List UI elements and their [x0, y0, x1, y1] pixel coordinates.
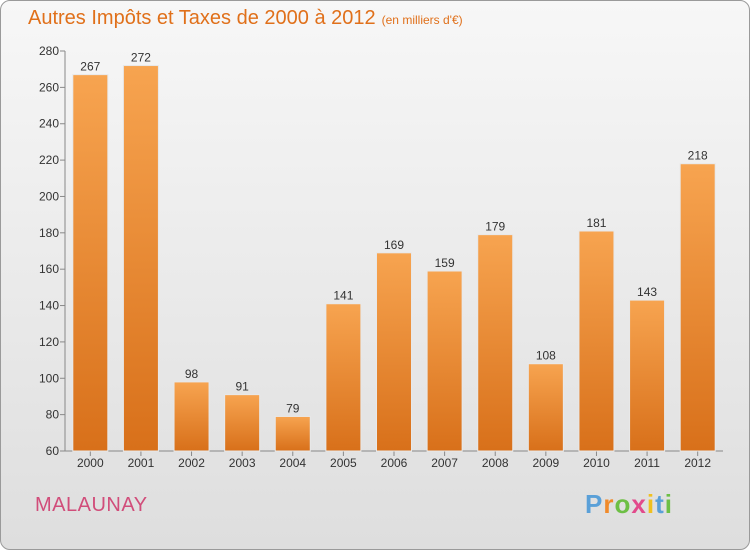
x-tick-label: 2004	[279, 456, 306, 470]
x-tick-label: 2005	[330, 456, 357, 470]
data-label: 108	[536, 349, 556, 363]
logo-letter: P	[585, 489, 604, 519]
data-label: 267	[80, 60, 100, 74]
data-label: 141	[333, 289, 353, 303]
y-axis: 60 80 100 120 140 160 180 200 220 240 260 280	[39, 44, 66, 458]
y-tick-label: 140	[39, 299, 59, 313]
chart-title-text: Autres Impôts et Taxes de 2000 à 2012	[28, 7, 376, 29]
x-tick-label: 2003	[229, 456, 256, 470]
bar-2008	[477, 234, 514, 452]
proxiti-logo[interactable]: Proxiti	[585, 489, 673, 520]
bar-2006	[376, 252, 412, 452]
bars-group	[72, 65, 716, 452]
x-tick-label: 2001	[128, 456, 155, 470]
bar-2000	[72, 74, 109, 452]
data-label: 143	[637, 285, 657, 299]
logo-letter: i	[664, 489, 673, 519]
data-label: 91	[235, 380, 249, 394]
data-label: 98	[185, 367, 199, 381]
data-labels-group: 267 272 98 91 79 141 169 159 179 108 181 143 218	[80, 51, 708, 416]
y-tick-label: 180	[39, 226, 59, 240]
data-label: 218	[688, 149, 708, 163]
y-tick-label: 200	[39, 189, 59, 203]
chart-subtitle: (en milliers d'€)	[381, 13, 463, 27]
x-tick-label: 2010	[583, 456, 610, 470]
bar-2011	[629, 299, 666, 452]
bar-2001	[122, 65, 159, 452]
x-axis: 2000 2001 2002 2003 2004 2005 2006 2007 2008 2009…	[65, 450, 723, 470]
y-tick-label: 160	[39, 262, 59, 276]
y-tick-label: 100	[39, 371, 59, 385]
bar-2010	[578, 230, 615, 452]
logo-letter: r	[603, 489, 615, 519]
y-tick-label: 280	[39, 44, 59, 58]
bar-2002	[173, 381, 210, 452]
bar-2003	[224, 394, 261, 452]
data-label: 272	[131, 51, 151, 65]
chart-title: Autres Impôts et Taxes de 2000 à 2012 (en…	[28, 7, 463, 30]
x-tick-label: 2002	[178, 456, 205, 470]
y-tick-label: 220	[39, 153, 59, 167]
data-label: 169	[384, 238, 404, 252]
logo-letter: x	[631, 489, 647, 519]
x-tick-label: 2009	[532, 456, 559, 470]
x-tick-label: 2006	[381, 456, 408, 470]
bar-2005	[325, 303, 362, 452]
y-tick-label: 260	[39, 80, 59, 94]
logo-letter: t	[655, 489, 665, 519]
logo-letter: o	[614, 489, 632, 519]
x-tick-label: 2012	[684, 456, 711, 470]
y-tick-label: 240	[39, 117, 59, 131]
y-tick-label: 80	[46, 408, 60, 422]
data-label: 179	[485, 220, 505, 234]
y-tick-label: 60	[46, 444, 60, 458]
x-tick-label: 2007	[431, 456, 458, 470]
bar-2004	[274, 415, 311, 452]
x-tick-label: 2011	[634, 456, 660, 470]
bar-2012	[679, 163, 716, 452]
x-tick-label: 2000	[77, 456, 104, 470]
bar-2009	[527, 363, 564, 452]
data-label: 79	[286, 401, 300, 415]
bar-2007	[426, 270, 463, 452]
data-label: 159	[435, 256, 455, 270]
commune-name: MALAUNAY	[35, 494, 148, 516]
x-tick-label: 2008	[482, 456, 509, 470]
data-label: 181	[586, 216, 606, 230]
logo-letter: i	[646, 489, 656, 519]
y-tick-label: 120	[39, 335, 59, 349]
